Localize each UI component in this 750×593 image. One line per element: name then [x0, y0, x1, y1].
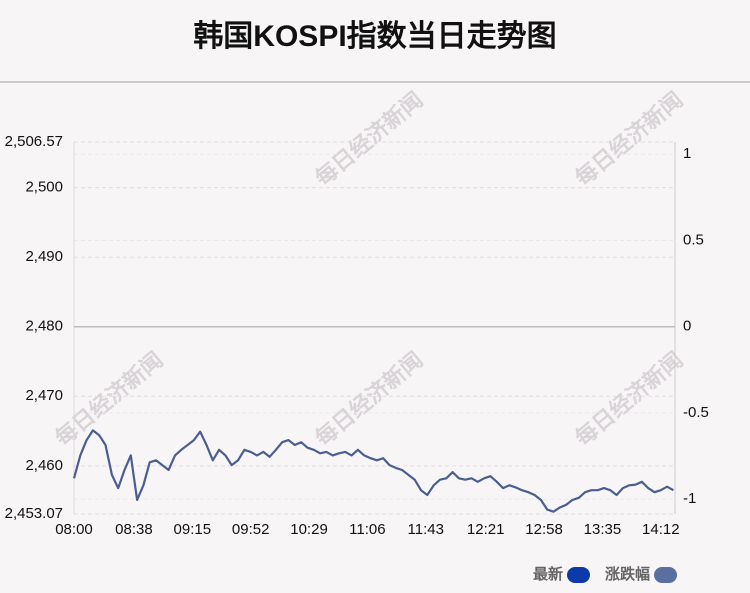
x-tick-label: 12:58 — [525, 521, 563, 538]
y2-tick-label: 1 — [683, 145, 691, 162]
chart-title: 韩国KOSPI指数当日走势图 — [193, 20, 556, 53]
watermark: 每日经济新闻 — [570, 347, 688, 452]
x-tick-label: 12:21 — [467, 521, 505, 538]
y-tick-label: 2,470 — [25, 387, 63, 404]
x-tick-label: 13:35 — [584, 521, 622, 538]
watermark: 每日经济新闻 — [50, 347, 168, 452]
y-tick-label: 2,500 — [25, 179, 63, 196]
line — [72, 429, 674, 513]
y2-tick-label: 0 — [683, 318, 691, 335]
x-tick-label: 08:00 — [55, 521, 93, 538]
watermark: 每日经济新闻 — [310, 87, 428, 192]
y-tick-label: 2,506.57 — [5, 133, 63, 150]
y-tick-label: 2,453.07 — [5, 505, 63, 522]
legend-swatch — [567, 567, 591, 583]
y-tick-label: 2,460 — [25, 457, 63, 474]
y2-tick-label: -0.5 — [683, 404, 709, 421]
x-tick-label: 09:52 — [232, 521, 270, 538]
legend-swatch — [654, 567, 678, 583]
y2-tick-label: -1 — [683, 490, 696, 507]
y-tick-label: 2,490 — [25, 248, 63, 265]
y-tick-label: 2,480 — [25, 318, 63, 335]
y2-tick-label: 0.5 — [683, 231, 704, 248]
x-tick-label: 11:43 — [408, 521, 444, 538]
watermark: 每日经济新闻 — [310, 347, 428, 452]
x-tick-label: 09:15 — [174, 521, 212, 538]
legend-label: 最新 — [533, 565, 563, 583]
watermark: 每日经济新闻 — [570, 87, 688, 192]
x-tick-label: 08:38 — [115, 521, 153, 538]
x-tick-label: 11:06 — [349, 521, 385, 538]
x-tick-label: 14:12 — [642, 521, 680, 538]
x-tick-label: 10:29 — [290, 521, 328, 538]
legend-label: 涨跌幅 — [605, 565, 650, 583]
